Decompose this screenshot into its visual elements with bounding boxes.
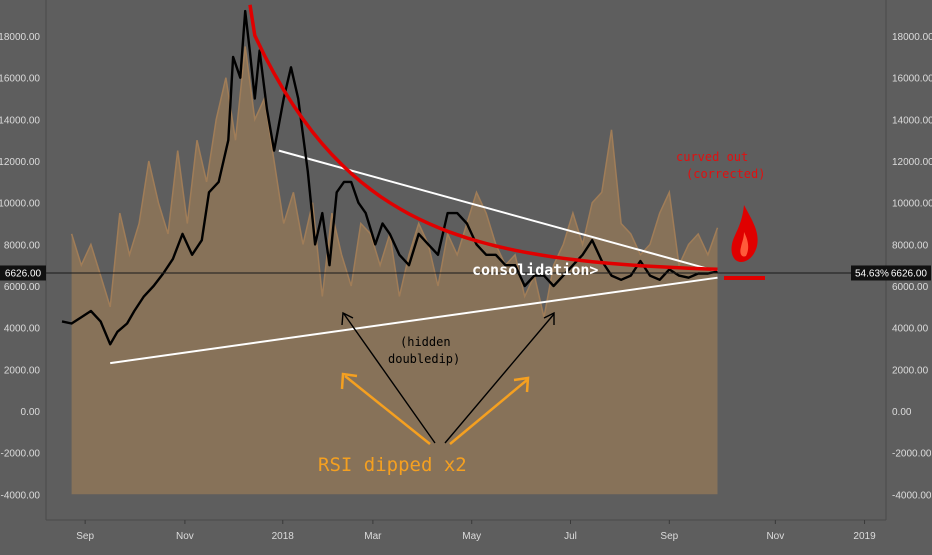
price-line-layer <box>61 4 718 346</box>
price-label-right: 6626.00 <box>891 268 928 279</box>
y-tick-label-right: 8000.00 <box>892 240 929 251</box>
x-tick-label: Nov <box>766 531 784 542</box>
price-line <box>61 9 718 346</box>
y-tick-label-left: 18000.00 <box>0 32 40 43</box>
annotation-rsi-dipped: RSI dipped x2 <box>318 454 467 476</box>
black-arrow-right <box>444 313 555 444</box>
y-tick-label-right: 4000.00 <box>892 324 929 335</box>
price-label-right-bg <box>851 265 931 281</box>
black-arrow-right-head <box>543 311 555 325</box>
resistance-trendline <box>278 149 718 273</box>
annotation-consolidation: consolidation> <box>472 261 598 279</box>
annotation-doubledip: doubledip) <box>388 352 460 366</box>
orange-arrow-right-head <box>513 376 530 393</box>
y-tick-label-right: 2000.00 <box>892 365 929 376</box>
annotation-hidden: (hidden <box>400 335 451 349</box>
y-tick-label-left: 4000.00 <box>4 324 41 335</box>
y-tick-label-right: 12000.00 <box>892 157 932 168</box>
price-label-left-bg <box>0 265 46 281</box>
y-tick-label-right: 16000.00 <box>892 74 932 85</box>
x-tick-label: Sep <box>76 531 94 542</box>
x-tick-label: 2018 <box>272 531 295 542</box>
y-tick-label-right: 0.00 <box>892 407 912 418</box>
y-tick-label-left: -4000.00 <box>1 490 41 501</box>
y-axis-left: 18000.00 16000.00 14000.00 12000.00 10000.00… <box>0 32 40 501</box>
x-tick-label: 2019 <box>853 531 876 542</box>
flame-inner-icon <box>740 232 749 257</box>
x-tick-label: Jul <box>564 531 577 542</box>
black-arrow-left-head <box>341 311 354 326</box>
y-tick-label-right: -4000.00 <box>892 490 932 501</box>
y-tick-label-left: -2000.00 <box>1 449 41 460</box>
y-tick-label-left: 8000.00 <box>4 240 41 251</box>
x-tick-label: Sep <box>660 531 678 542</box>
y-tick-label-left: 16000.00 <box>0 74 40 85</box>
y-tick-label-left: 6000.00 <box>4 282 41 293</box>
rsi-area <box>71 46 718 495</box>
curved-decay-line <box>248 4 718 272</box>
y-tick-label-left: 10000.00 <box>0 199 40 210</box>
annotations: curved out (corrected) consolidation> (h… <box>318 150 765 476</box>
y-tick-label-right: 10000.00 <box>892 199 932 210</box>
y-tick-label-left: 0.00 <box>21 407 41 418</box>
rsi-area-layer <box>70 46 719 495</box>
y-axis-right: 18000.00 16000.00 14000.00 12000.00 10000.00… <box>892 32 932 501</box>
x-tick-label: May <box>462 531 481 542</box>
x-tick-label: Nov <box>176 531 194 542</box>
y-tick-label-right: 6000.00 <box>892 282 929 293</box>
x-axis: Sep Nov 2018 Mar May Jul Sep Nov 2019 <box>76 520 876 542</box>
y-tick-label-right: 18000.00 <box>892 32 932 43</box>
x-tick-label: Mar <box>364 531 382 542</box>
annotation-corrected: (corrected) <box>686 167 765 181</box>
support-trendline <box>110 276 718 365</box>
axis-layer <box>45 0 887 521</box>
y-tick-label-right: -2000.00 <box>892 449 932 460</box>
black-arrow-left <box>343 313 436 444</box>
y-tick-label-right: 14000.00 <box>892 115 932 126</box>
orange-arrow-right <box>449 379 528 445</box>
annotation-curved-out: curved out <box>676 150 748 164</box>
trendline-layer <box>110 149 718 365</box>
rsi-label-right: 54.63% <box>855 268 889 279</box>
y-tick-label-left: 14000.00 <box>0 115 40 126</box>
y-tick-label-left: 2000.00 <box>4 365 41 376</box>
orange-arrow-left-head <box>340 372 358 390</box>
orange-arrow-left <box>344 375 431 445</box>
rsi-line <box>70 46 719 318</box>
y-tick-label-left: 12000.00 <box>0 157 40 168</box>
price-label-left: 6626.00 <box>5 268 42 279</box>
